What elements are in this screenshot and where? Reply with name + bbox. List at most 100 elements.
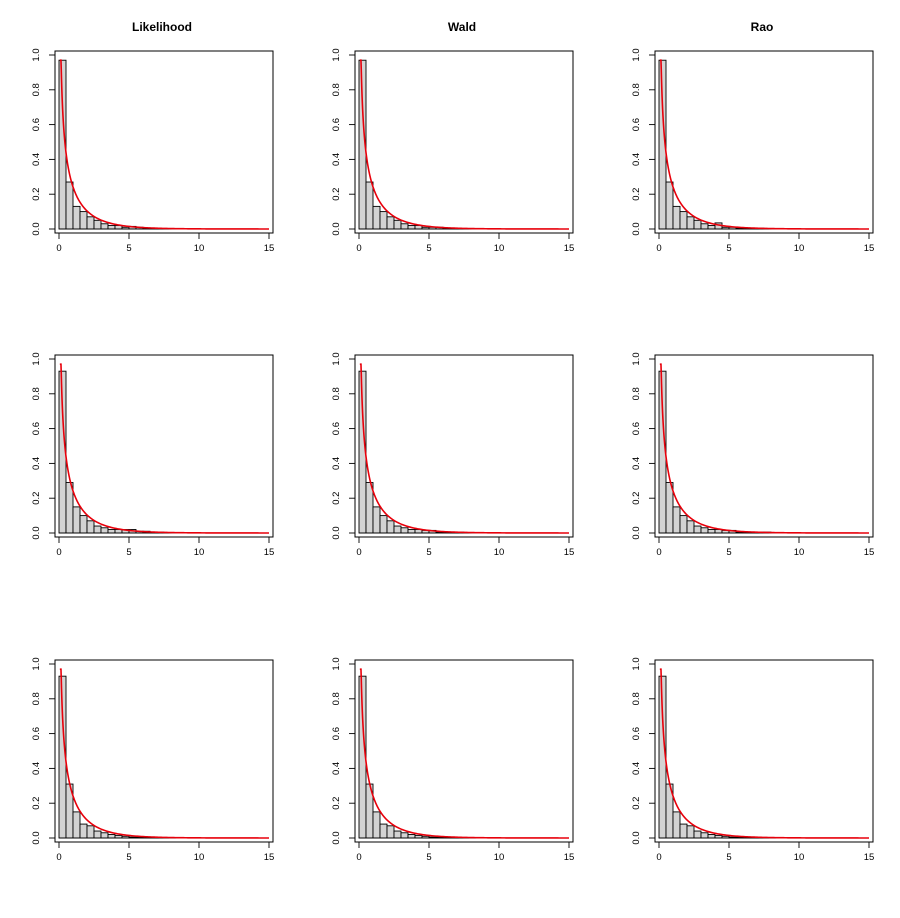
density-curve [60,60,269,229]
y-tick-label: 0.0 [631,526,642,539]
y-tick-label: 0.2 [31,188,42,201]
histogram-bar [673,206,680,229]
histogram-bar [373,812,380,838]
histogram-bar [387,521,394,533]
histogram-bar [380,212,387,229]
x-tick-label: 10 [494,243,505,254]
y-tick-label: 1.0 [631,657,642,670]
density-curve [60,364,269,533]
histogram-bar [73,507,80,533]
y-tick-label: 0.6 [31,118,42,131]
x-tick-label: 15 [864,547,875,558]
histogram-bar [694,831,701,838]
histogram-bar [101,224,108,229]
x-tick-label: 10 [194,852,205,863]
y-tick-label: 0.4 [31,153,42,166]
x-tick-label: 15 [564,852,575,863]
histogram-bar [408,226,415,229]
y-tick-label: 0.4 [631,457,642,470]
column-title-rao: Rao [751,20,774,34]
histogram-bar [394,831,401,838]
y-tick-label: 0.0 [31,831,42,844]
y-tick-label: 0.2 [31,492,42,505]
y-tick-label: 0.8 [631,692,642,705]
histogram-bar [680,824,687,838]
panel-frame [55,51,273,233]
histogram-bar [694,526,701,533]
column-title-wald: Wald [448,20,476,34]
y-tick-label: 0.4 [331,457,342,470]
panel-frame [655,660,873,842]
y-tick-label: 0.0 [31,222,42,235]
x-tick-label: 15 [864,852,875,863]
histogram-bar [380,516,387,533]
histogram-bar [380,824,387,838]
histogram-bar [387,826,394,838]
column-title-likelihood: Likelihood [132,20,192,34]
density-curve [360,60,569,229]
x-tick-label: 15 [264,243,275,254]
y-tick-label: 0.0 [631,222,642,235]
x-tick-label: 0 [356,243,361,254]
histogram-bar [87,521,94,533]
x-tick-label: 15 [564,547,575,558]
density-curve [660,60,869,229]
histogram-bar [666,182,673,229]
y-tick-label: 0.6 [31,422,42,435]
panel-frame [55,355,273,537]
histogram-bar [708,530,715,533]
y-tick-label: 0.4 [31,457,42,470]
y-tick-label: 0.0 [631,831,642,844]
histogram-bar [87,217,94,229]
y-tick-label: 0.8 [31,692,42,705]
y-tick-label: 0.8 [31,387,42,400]
y-tick-label: 0.0 [331,222,342,235]
histogram-bar [394,220,401,229]
x-tick-label: 0 [356,852,361,863]
histogram-bar [401,833,408,838]
histogram-bar [387,217,394,229]
panel-frame [355,660,573,842]
density-curve [360,364,569,533]
x-tick-label: 0 [56,547,61,558]
x-tick-label: 5 [726,547,731,558]
x-tick-label: 5 [426,852,431,863]
density-curve [360,669,569,838]
y-tick-label: 0.4 [331,153,342,166]
histogram-bar [373,507,380,533]
histogram-bar [94,831,101,838]
x-tick-label: 5 [126,852,131,863]
x-tick-label: 0 [656,852,661,863]
histogram-bar [87,826,94,838]
histogram-bar [680,516,687,533]
x-tick-label: 0 [656,547,661,558]
x-tick-label: 0 [656,243,661,254]
histogram-bar [687,217,694,229]
y-tick-label: 0.6 [331,422,342,435]
y-tick-label: 0.2 [31,797,42,810]
panel-frame [655,355,873,537]
x-tick-label: 0 [56,243,61,254]
x-tick-label: 5 [126,547,131,558]
histogram-bar [94,526,101,533]
y-tick-label: 1.0 [631,352,642,365]
histogram-bar [694,220,701,229]
histogram-bar [66,182,73,229]
y-tick-label: 0.0 [31,526,42,539]
histogram-bar [373,206,380,229]
y-tick-label: 0.6 [31,727,42,740]
x-tick-label: 5 [426,547,431,558]
density-curve [660,364,869,533]
panel-frame [55,660,273,842]
histogram-bar [101,528,108,533]
histogram-bar [401,528,408,533]
density-curve [60,669,269,838]
histogram-bar [108,226,115,229]
